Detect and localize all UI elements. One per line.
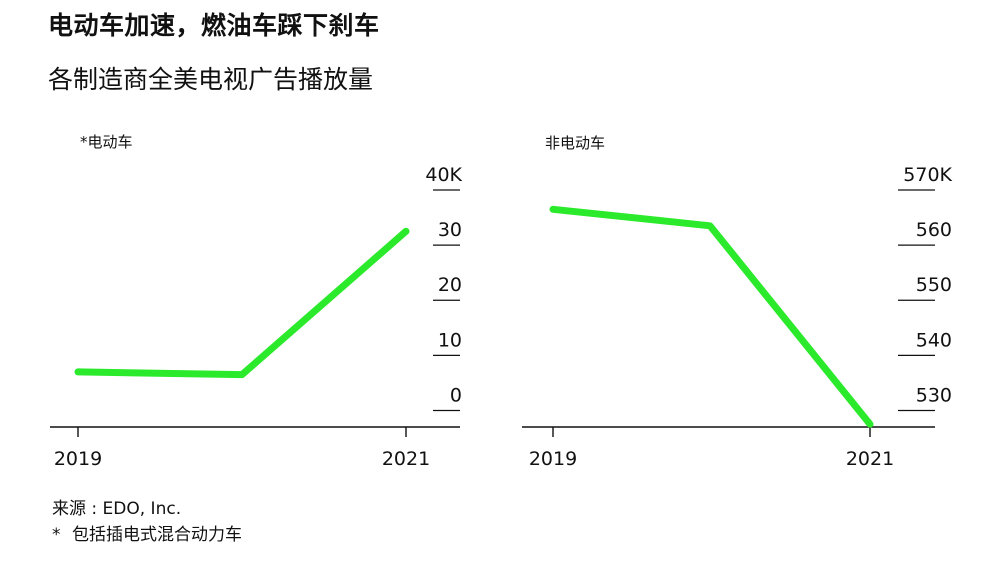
footnote-text: 包括插电式混合动力车 (72, 525, 242, 545)
ev-y-tick-label: 40K (425, 164, 462, 186)
ev-y-tick-label: 10 (438, 329, 462, 351)
nonev-y-tick-label: 560 (916, 219, 952, 241)
footnote-marker: * (52, 525, 61, 545)
nonev-y-tick-label: 550 (916, 274, 952, 296)
ev-y-tick-label: 20 (438, 274, 462, 296)
ev-y-tick-label: 30 (438, 219, 462, 241)
nonev-y-tick-label: 530 (916, 384, 952, 406)
non-ev-chart: 非电动车 530 540 550 560 570K 2019 2021 (522, 134, 953, 470)
nonev-chart-label: 非电动车 (545, 134, 605, 152)
ev-x-tick-label: 2021 (382, 448, 430, 470)
nonev-series-line (549, 205, 874, 428)
ev-y-tick-label: 0 (450, 384, 462, 406)
nonev-x-tick-label: 2021 (846, 448, 894, 470)
nonev-y-tick-label: 570K (903, 164, 952, 186)
ev-chart: *电动车 0 10 20 30 40K 2019 2021 (50, 133, 463, 470)
nonev-x-tick-label: 2019 (529, 448, 577, 470)
source-text: 来源 : EDO, Inc. (52, 499, 182, 519)
ev-x-tick-label: 2019 (54, 448, 102, 470)
chart-title: 电动车加速，燃油车踩下刹车 (48, 11, 380, 40)
ev-chart-label: *电动车 (80, 133, 133, 151)
source-note: 来源 : EDO, Inc. (52, 494, 181, 519)
nonev-y-tick-label: 540 (916, 329, 952, 351)
chart-subtitle: 各制造商全美电视广告播放量 (48, 65, 374, 94)
ev-series-line (74, 227, 410, 379)
footnote: * 包括插电式混合动力车 (52, 520, 242, 545)
